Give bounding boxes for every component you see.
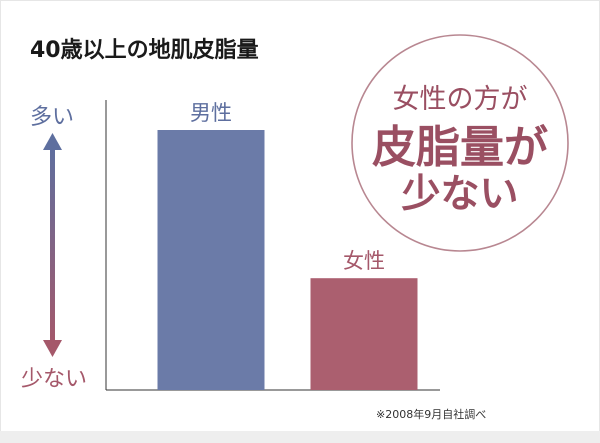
callout-line-3: 少ない: [401, 171, 518, 217]
scale-arrow-up-head: [43, 133, 62, 150]
bar-label-female: 女性: [343, 249, 385, 273]
bar-label-male: 男性: [190, 101, 232, 125]
callout-line-1: 女性の方が: [393, 84, 528, 115]
scale-arrow-down-head: [43, 340, 62, 357]
scale-bottom-label: 少ない: [21, 367, 87, 392]
callout-circle: [351, 34, 569, 252]
scale-arrow-shaft: [50, 146, 55, 346]
callout-line-2: 皮脂量が: [372, 122, 548, 173]
bar-female: [310, 278, 418, 390]
bar-male: [157, 130, 265, 390]
source-note: ※2008年9月自社調べ: [376, 408, 487, 421]
chart-title: 40歳以上の地肌皮脂量: [30, 38, 259, 63]
scale-top-label: 多い: [30, 105, 74, 130]
bottom-strip: [0, 431, 600, 443]
